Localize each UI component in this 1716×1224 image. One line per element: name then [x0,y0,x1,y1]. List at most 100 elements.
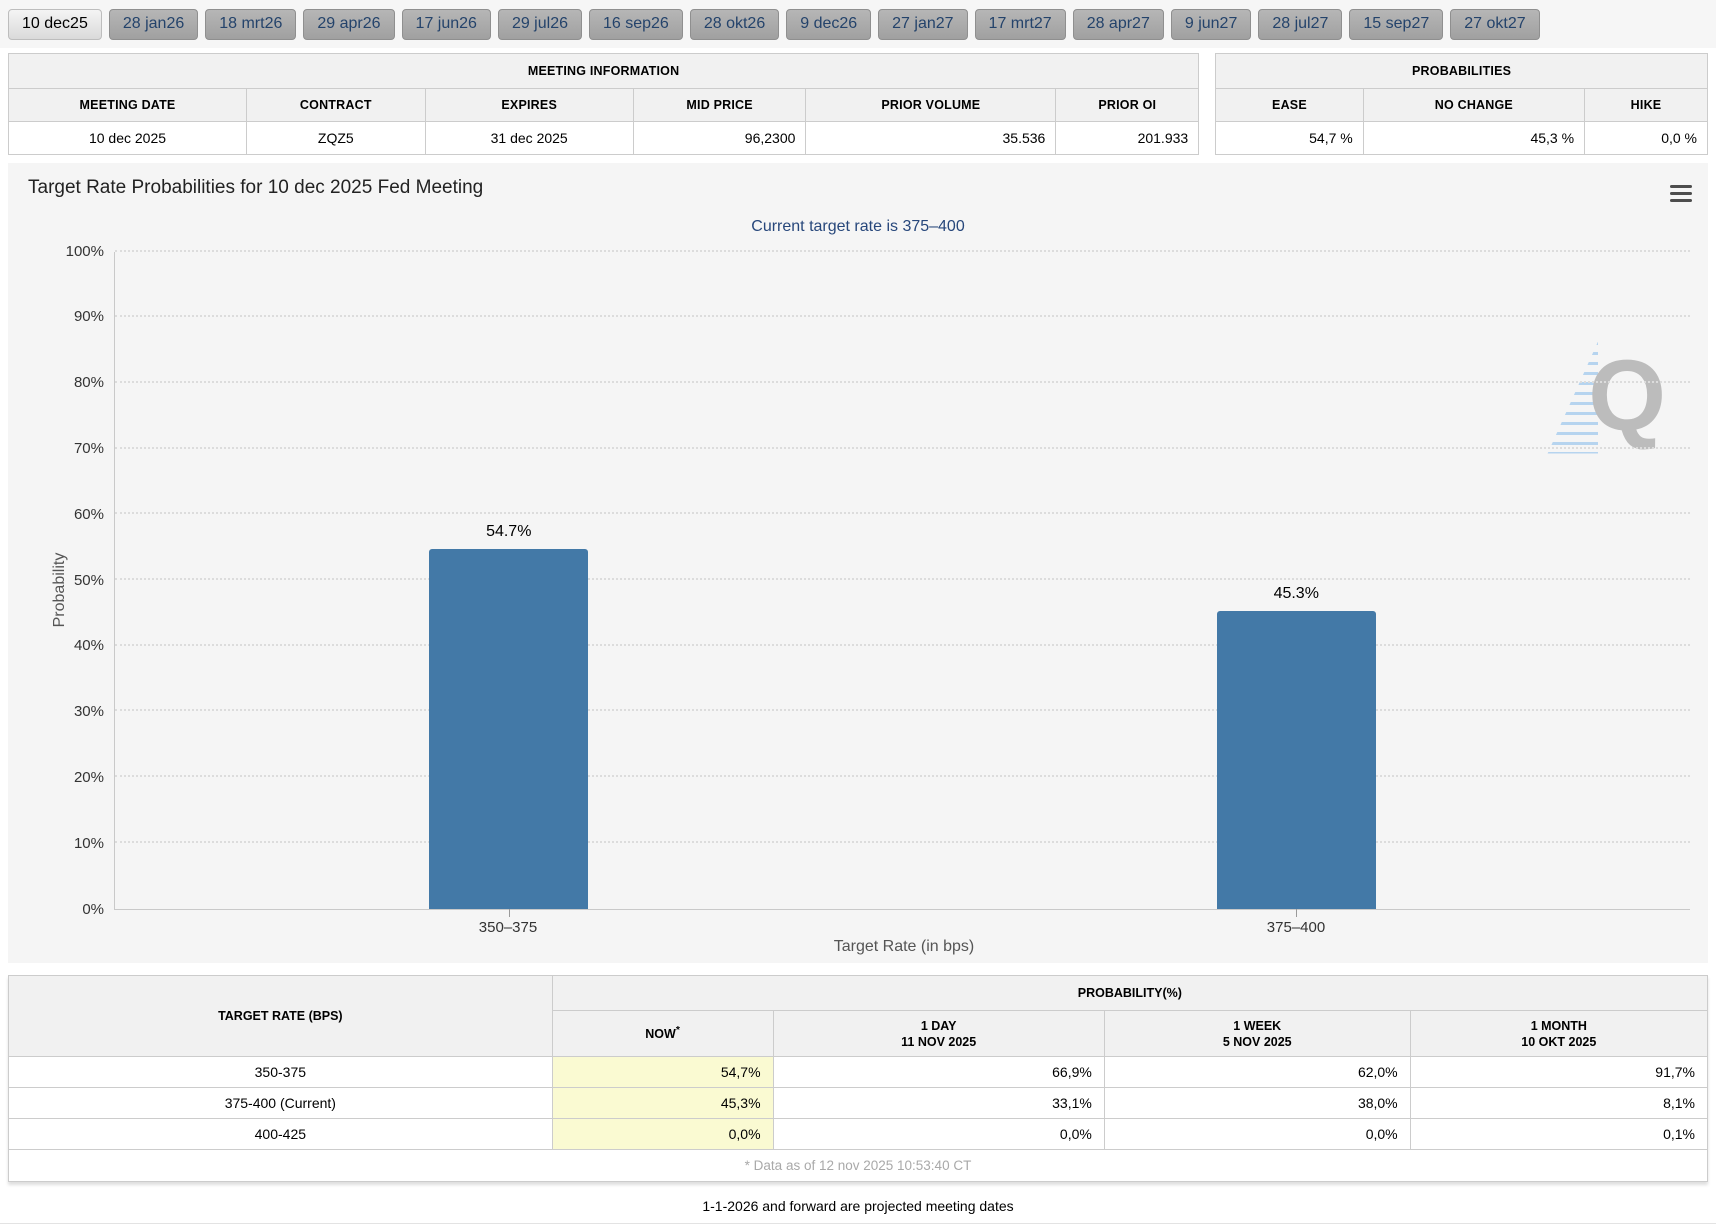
y-tick-label: 50% [73,571,104,589]
plot-row: Probability 0% 10% 20% 30% 40% 50% 60% 70% 80% 90… [22,243,1694,917]
one-day-date: 11 NOV 2025 [901,1034,977,1049]
gridline [115,643,1690,646]
y-tick-label: 70% [73,439,104,457]
one-week-cell: 62,0% [1103,1056,1411,1088]
x-category-label: 350–375 [478,918,538,936]
y-tick-label: 80% [73,374,104,392]
tab-meeting-date-2[interactable]: 18 mrt26 [205,9,297,40]
tab-meeting-date-8[interactable]: 9 dec26 [786,9,872,40]
meeting-date-value: 10 dec 2025 [7,121,248,155]
tab-meeting-date-5[interactable]: 29 jul26 [497,9,582,40]
tab-meeting-date-11[interactable]: 28 apr27 [1072,9,1164,40]
now-cell: 45,3% [551,1087,774,1119]
probability-bar-375–400[interactable] [1216,610,1376,909]
tab-meeting-date-1[interactable]: 28 jan26 [108,9,199,40]
now-cell: 54,7% [551,1056,774,1088]
quikstrike-watermark: Q [1536,336,1666,466]
gridline [115,249,1690,252]
tab-meeting-date-0[interactable]: 10 dec25 [8,9,102,40]
one-month-cell: 0,1% [1409,1118,1709,1150]
plot-area: Q 54.7% 45.3% [114,249,1690,917]
one-day-label: 1 DAY [920,1018,957,1033]
one-month-cell: 8,1% [1409,1087,1709,1119]
table-row: 400-425 0,0% 0,0% 0,0% 0,1% [8,1118,1709,1150]
target-rate-cell: 350-375 [8,1056,553,1088]
x-axis-title: Target Rate (in bps) [833,937,975,955]
tab-meeting-date-12[interactable]: 9 jun27 [1170,9,1252,40]
no-change-value: 45,3 % [1362,121,1586,155]
one-week-date: 5 NOV 2025 [1222,1034,1292,1049]
col-header-ease: EASE [1215,88,1364,122]
tab-meeting-date-3[interactable]: 29 apr26 [303,9,395,40]
probability-bar-350–375[interactable] [429,549,589,909]
tab-meeting-date-9[interactable]: 27 jan27 [878,9,968,40]
col-header-1-day: 1 DAY 11 NOV 2025 [772,1010,1105,1057]
y-axis-labels: 0% 10% 20% 30% 40% 50% 60% 70% 80% 90% 100% [22,243,114,917]
watermark-q-logo: Q [1588,339,1666,452]
col-header-meeting-date: MEETING DATE [7,88,248,122]
target-rate-cell: 375-400 (Current) [8,1087,553,1119]
gridline [115,380,1690,383]
now-asterisk: * [675,1025,680,1037]
col-header-hike: HIKE [1584,88,1708,122]
col-header-contract: CONTRACT [246,88,426,122]
ease-value: 54,7 % [1215,121,1364,155]
tab-meeting-date-4[interactable]: 17 jun26 [401,9,491,40]
table-footnote-row: * Data as of 12 nov 2025 10:53:40 CT [8,1149,1708,1182]
tab-meeting-date-7[interactable]: 28 okt26 [689,9,780,40]
data-as-of-note: * Data as of 12 nov 2025 10:53:40 CT [8,1149,1708,1182]
meeting-information-table: MEETING INFORMATION MEETING DATE CONTRAC… [7,53,1200,155]
chart-header: Target Rate Probabilities for 10 dec 202… [22,177,1694,210]
probabilities-table: PROBABILITIES EASE NO CHANGE HIKE 54,7 %… [1215,53,1708,155]
one-month-label: 1 MONTH [1530,1018,1587,1033]
meeting-date-tabbar: 10 dec25 28 jan26 18 mrt26 29 apr26 17 j… [0,0,1716,48]
col-header-1-week: 1 WEEK 5 NOV 2025 [1103,1010,1411,1057]
mid-price-value: 96,2300 [632,121,807,155]
probabilities-row: 54,7 % 45,3 % 0,0 % [1215,121,1708,155]
tab-meeting-date-15[interactable]: 27 okt27 [1450,9,1540,40]
gridline [115,840,1690,843]
one-day-cell: 0,0% [772,1118,1105,1150]
y-tick-label: 60% [73,505,104,523]
hamburger-menu-icon[interactable] [1668,177,1694,210]
top-tables-row: MEETING INFORMATION MEETING DATE CONTRAC… [7,53,1708,155]
y-tick-label: 0% [82,900,104,918]
expires-value: 31 dec 2025 [424,121,634,155]
x-category-label: 375–400 [1266,918,1326,936]
y-tick-label: 90% [73,308,104,326]
y-tick-label: 30% [73,703,104,721]
col-header-now: NOW* [551,1010,774,1057]
one-day-cell: 66,9% [772,1056,1105,1088]
gridline [115,315,1690,318]
meeting-information-row: 10 dec 2025 ZQZ5 31 dec 2025 96,2300 35.… [7,121,1200,155]
y-tick-label: 20% [73,768,104,786]
now-cell: 0,0% [551,1118,774,1150]
y-tick-label: 40% [73,637,104,655]
tab-meeting-date-13[interactable]: 28 jul27 [1258,9,1343,40]
one-day-cell: 33,1% [772,1087,1105,1119]
one-week-cell: 38,0% [1103,1087,1411,1119]
gridline [115,578,1690,580]
y-tick-label: 10% [73,834,104,852]
one-month-date: 10 OKT 2025 [1521,1034,1597,1049]
gridline [115,512,1690,515]
chart-title: Target Rate Probabilities for 10 dec 202… [28,177,484,198]
one-month-cell: 91,7% [1409,1056,1709,1088]
prior-volume-value: 35.536 [805,121,1057,155]
now-label: NOW [645,1027,676,1042]
table-row: 375-400 (Current) 45,3% 33,1% 38,0% 8,1% [8,1087,1709,1119]
col-header-mid-price: MID PRICE [632,88,807,122]
tab-meeting-date-6[interactable]: 16 sep26 [588,9,683,40]
target-rate-chart-panel: Target Rate Probabilities for 10 dec 202… [8,163,1708,963]
one-week-label: 1 WEEK [1233,1018,1282,1033]
one-week-cell: 0,0% [1103,1118,1411,1150]
y-tick-label: 100% [65,242,104,260]
col-header-1-month: 1 MONTH 10 OKT 2025 [1409,1010,1709,1057]
chart-subtitle: Current target rate is 375–400 [751,217,965,235]
tab-meeting-date-10[interactable]: 17 mrt27 [974,9,1066,40]
corner-header-target-rate: TARGET RATE (BPS) [8,975,553,1057]
hike-value: 0,0 % [1584,121,1708,155]
tab-meeting-date-14[interactable]: 15 sep27 [1349,9,1444,40]
contract-value: ZQZ5 [246,121,426,155]
gridline [115,709,1690,712]
